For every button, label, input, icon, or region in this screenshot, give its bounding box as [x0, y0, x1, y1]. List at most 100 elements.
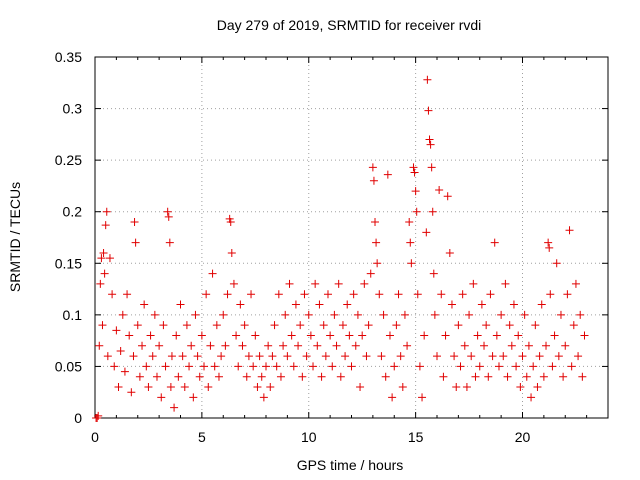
- data-point: [403, 341, 412, 350]
- chart-title: Day 279 of 2019, SRMTID for receiver rvd…: [217, 17, 482, 33]
- data-point: [550, 331, 559, 340]
- data-point: [369, 176, 378, 185]
- data-point: [291, 300, 300, 309]
- data-point: [296, 321, 305, 330]
- data-point: [110, 362, 119, 371]
- data-point: [524, 341, 533, 350]
- data-point: [165, 238, 174, 247]
- data-point: [424, 106, 433, 115]
- data-point: [413, 290, 422, 299]
- data-point: [272, 362, 281, 371]
- data-point: [362, 352, 371, 361]
- data-point: [527, 393, 536, 402]
- data-point: [172, 331, 181, 340]
- data-point: [418, 393, 427, 402]
- data-point: [486, 290, 495, 299]
- data-point: [130, 218, 139, 227]
- data-point: [548, 362, 557, 371]
- data-point: [533, 383, 542, 392]
- data-point: [535, 352, 544, 361]
- data-point: [178, 352, 187, 361]
- y-axis-label: SRMTID / TECUs: [7, 182, 23, 292]
- data-point: [351, 341, 360, 350]
- data-point: [242, 372, 251, 381]
- y-tick-label: 0.25: [55, 152, 82, 168]
- data-point: [456, 362, 465, 371]
- y-tick-label: 0.3: [63, 101, 83, 117]
- data-point: [247, 290, 256, 299]
- data-point: [430, 310, 439, 319]
- y-tick-label: 0.05: [55, 358, 82, 374]
- data-point: [240, 321, 249, 330]
- data-point: [221, 341, 230, 350]
- data-point: [161, 362, 170, 371]
- data-point: [180, 383, 189, 392]
- tick-layer: 0 5 10 15 20 0 0.05 0.1 0.15 0.2 0.25 0.3 0.35: [55, 49, 609, 445]
- x-tick-label: 10: [301, 429, 317, 445]
- data-point: [580, 331, 589, 340]
- data-point: [358, 331, 367, 340]
- data-point: [368, 163, 377, 172]
- data-point: [439, 372, 448, 381]
- data-point: [371, 218, 380, 227]
- data-point: [426, 140, 435, 149]
- data-point: [563, 290, 572, 299]
- data-point: [539, 372, 548, 381]
- data-point: [364, 321, 373, 330]
- y-tick-label: 0: [74, 410, 82, 426]
- data-point: [138, 341, 147, 350]
- data-point: [377, 352, 386, 361]
- x-tick-label: 0: [91, 429, 99, 445]
- data-point: [411, 187, 420, 196]
- data-point: [471, 372, 480, 381]
- data-point: [554, 352, 563, 361]
- data-point: [520, 310, 529, 319]
- data-point: [302, 352, 311, 361]
- data-point: [529, 362, 538, 371]
- data-point: [150, 310, 159, 319]
- data-point: [390, 362, 399, 371]
- data-point: [488, 352, 497, 361]
- data-point: [412, 207, 421, 216]
- data-point: [204, 383, 213, 392]
- data-point: [372, 238, 381, 247]
- data-point: [482, 321, 491, 330]
- data-point: [93, 414, 102, 422]
- data-point: [409, 163, 418, 172]
- data-point: [443, 192, 452, 201]
- data-point: [360, 279, 369, 288]
- data-point: [200, 362, 209, 371]
- data-point: [385, 331, 394, 340]
- data-point: [441, 331, 450, 340]
- data-point: [415, 362, 424, 371]
- data-point: [484, 372, 493, 381]
- data-point: [546, 290, 555, 299]
- data-point: [238, 341, 247, 350]
- data-point: [274, 290, 283, 299]
- data-point: [197, 331, 206, 340]
- data-point: [182, 321, 191, 330]
- data-point: [270, 321, 279, 330]
- data-point: [127, 388, 136, 397]
- data-point: [212, 321, 221, 330]
- data-point: [323, 290, 332, 299]
- data-point: [326, 331, 335, 340]
- data-point: [317, 372, 326, 381]
- data-point: [552, 259, 561, 268]
- data-point: [97, 254, 106, 263]
- data-point: [499, 352, 508, 361]
- data-point: [514, 331, 523, 340]
- data-point: [406, 238, 415, 247]
- data-point: [259, 393, 268, 402]
- data-point: [422, 228, 431, 237]
- data-point: [334, 279, 343, 288]
- data-point: [450, 352, 459, 361]
- data-point: [217, 352, 226, 361]
- data-point: [276, 372, 285, 381]
- data-point: [255, 352, 264, 361]
- data-point: [507, 341, 516, 350]
- data-point: [475, 362, 484, 371]
- data-point: [462, 383, 471, 392]
- x-tick-label: 15: [408, 429, 424, 445]
- data-point: [187, 341, 196, 350]
